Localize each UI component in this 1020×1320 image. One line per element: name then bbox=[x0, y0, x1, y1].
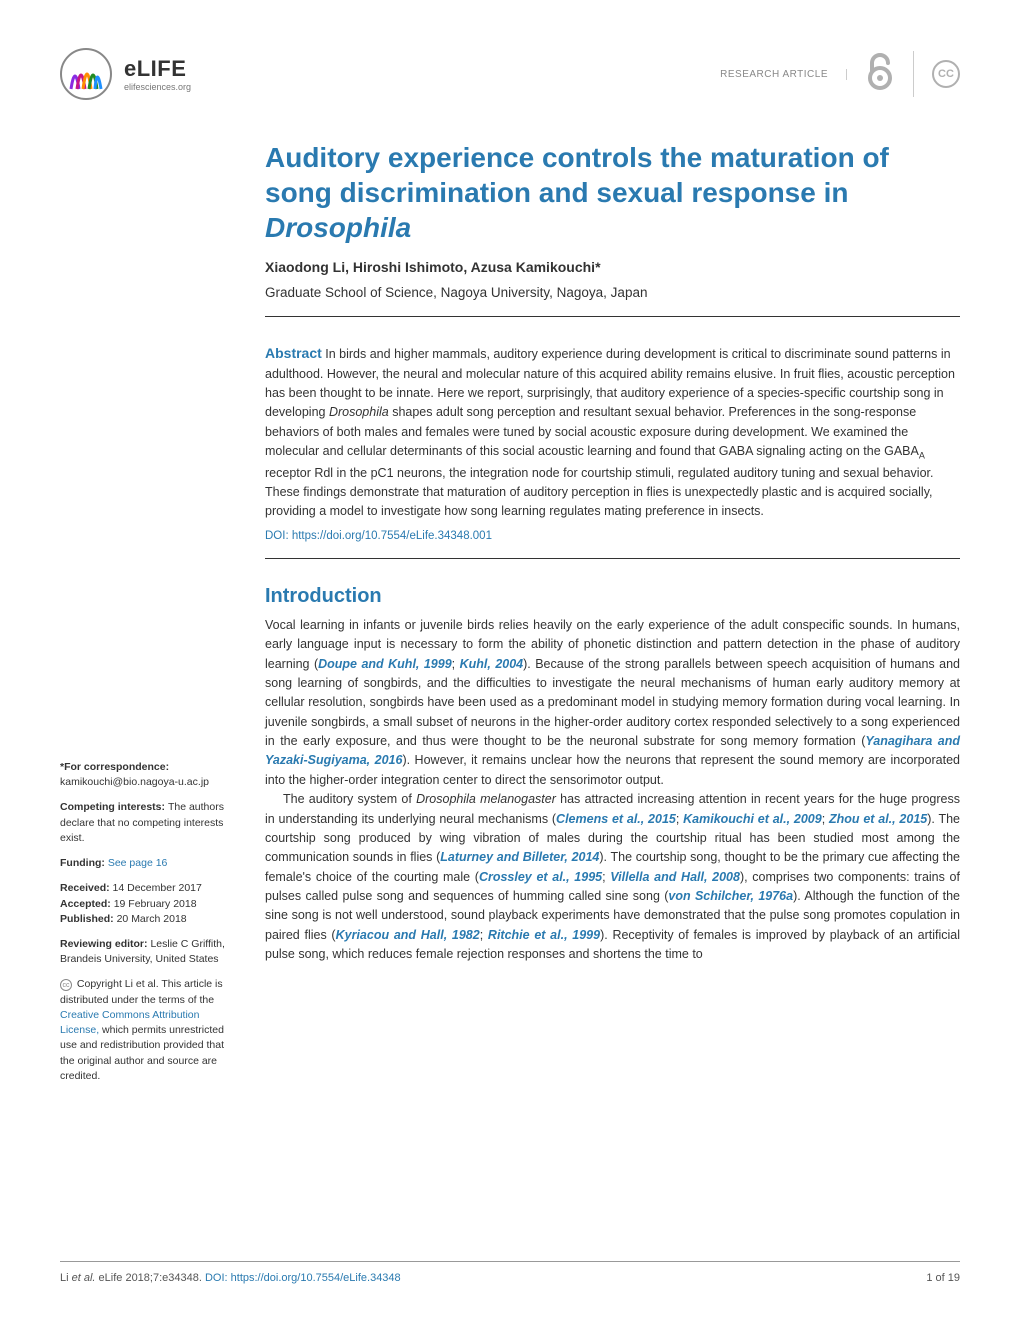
logo-text: eLIFE elifesciences.org bbox=[124, 56, 191, 92]
dates-block: Received: 14 December 2017 Accepted: 19 … bbox=[60, 881, 235, 927]
p2-species: Drosophila melanogaster bbox=[416, 792, 556, 806]
logo-block: eLIFE elifesciences.org bbox=[60, 48, 191, 100]
funding-block: Funding: See page 16 bbox=[60, 856, 235, 871]
article-type-label: RESEARCH ARTICLE bbox=[720, 69, 847, 80]
title-main: Auditory experience controls the maturat… bbox=[265, 142, 889, 208]
reviewing-label: Reviewing editor: bbox=[60, 938, 150, 950]
article-affiliation: Graduate School of Science, Nagoya Unive… bbox=[265, 285, 960, 300]
footer-page-number: 1 of 19 bbox=[926, 1272, 960, 1284]
accepted-date: 19 February 2018 bbox=[114, 898, 197, 910]
footer-citation: Li et al. eLife 2018;7:e34348. DOI: http… bbox=[60, 1272, 401, 1284]
citation-kamikouchi[interactable]: Kamikouchi et al., 2009 bbox=[683, 812, 822, 826]
citation-villella[interactable]: Villella and Hall, 2008 bbox=[610, 870, 740, 884]
p2-seg1: The auditory system of bbox=[283, 792, 416, 806]
correspondence-label: *For correspondence: bbox=[60, 761, 169, 773]
p2-sep5: ; bbox=[480, 928, 488, 942]
brand-name: eLIFE bbox=[124, 56, 191, 82]
abstract-italic-1: Drosophila bbox=[329, 405, 389, 419]
abstract-text-3: receptor Rdl in the pC1 neurons, the int… bbox=[265, 466, 933, 519]
citation-schilcher[interactable]: von Schilcher, 1976a bbox=[668, 889, 793, 903]
abstract-block: Abstract In birds and higher mammals, au… bbox=[265, 343, 960, 522]
doi-link[interactable]: https://doi.org/10.7554/eLife.34348.001 bbox=[292, 530, 492, 542]
citation-kuhl[interactable]: Kuhl, 2004 bbox=[460, 657, 524, 671]
cc-license-icon: CC bbox=[932, 60, 960, 88]
intro-paragraph-2: The auditory system of Drosophila melano… bbox=[265, 790, 960, 964]
brand-url: elifesciences.org bbox=[124, 82, 191, 92]
doi-label: DOI: bbox=[265, 530, 292, 542]
citation-clemens[interactable]: Clemens et al., 2015 bbox=[556, 812, 676, 826]
copyright-text-1: Copyright Li et al. This article is dist… bbox=[60, 978, 223, 1005]
funding-label: Funding: bbox=[60, 857, 108, 869]
reviewing-editor-block: Reviewing editor: Leslie C Griffith, Bra… bbox=[60, 937, 235, 967]
title-italic: Drosophila bbox=[265, 212, 411, 243]
citation-kyriacou[interactable]: Kyriacou and Hall, 1982 bbox=[336, 928, 480, 942]
published-date: 20 March 2018 bbox=[117, 913, 187, 925]
footer-cite-italic: et al. bbox=[72, 1272, 96, 1284]
abstract-label: Abstract bbox=[265, 345, 322, 361]
divider-line-2 bbox=[265, 558, 960, 559]
correspondence-block: *For correspondence: kamikouchi@bio.nago… bbox=[60, 760, 235, 790]
citation-laturney[interactable]: Laturney and Billeter, 2014 bbox=[440, 850, 599, 864]
article-sidebar: *For correspondence: kamikouchi@bio.nago… bbox=[60, 140, 235, 1094]
divider-line bbox=[265, 316, 960, 317]
footer-doi-link[interactable]: https://doi.org/10.7554/eLife.34348 bbox=[231, 1272, 401, 1284]
footer-doi-label: DOI: bbox=[205, 1272, 231, 1284]
citation-crossley[interactable]: Crossley et al., 1995 bbox=[479, 870, 602, 884]
main-content: *For correspondence: kamikouchi@bio.nago… bbox=[60, 140, 960, 1094]
open-access-icon bbox=[865, 51, 914, 97]
cc-inline-icon: cc bbox=[60, 979, 72, 991]
citation-doupe[interactable]: Doupe and Kuhl, 1999 bbox=[318, 657, 452, 671]
introduction-heading: Introduction bbox=[265, 585, 960, 608]
received-label: Received: bbox=[60, 882, 113, 894]
citation-ritchie[interactable]: Ritchie et al., 1999 bbox=[488, 928, 600, 942]
page-header: eLIFE elifesciences.org RESEARCH ARTICLE… bbox=[60, 48, 960, 100]
accepted-label: Accepted: bbox=[60, 898, 114, 910]
copyright-block: cc Copyright Li et al. This article is d… bbox=[60, 977, 235, 1084]
header-right: RESEARCH ARTICLE CC bbox=[720, 51, 960, 97]
article-title: Auditory experience controls the maturat… bbox=[265, 140, 960, 245]
introduction-text: Vocal learning in infants or juvenile bi… bbox=[265, 616, 960, 965]
p2-sep3: ; bbox=[822, 812, 829, 826]
article-authors: Xiaodong Li, Hiroshi Ishimoto, Azusa Kam… bbox=[265, 259, 960, 275]
doi-line: DOI: https://doi.org/10.7554/eLife.34348… bbox=[265, 530, 960, 542]
abstract-subscript: A bbox=[919, 451, 925, 461]
funding-link[interactable]: See page 16 bbox=[108, 857, 168, 869]
footer-cite-text: eLife 2018;7:e34348. bbox=[95, 1272, 204, 1284]
competing-interests-block: Competing interests: The authors declare… bbox=[60, 800, 235, 846]
intro-paragraph-1: Vocal learning in infants or juvenile bi… bbox=[265, 616, 960, 790]
page-footer: Li et al. eLife 2018;7:e34348. DOI: http… bbox=[60, 1261, 960, 1284]
received-date: 14 December 2017 bbox=[113, 882, 202, 894]
elife-logo-icon bbox=[60, 48, 112, 100]
correspondence-email: kamikouchi@bio.nagoya-u.ac.jp bbox=[60, 776, 209, 788]
p1-sep1: ; bbox=[452, 657, 460, 671]
article-body: Auditory experience controls the maturat… bbox=[265, 140, 960, 1094]
competing-label: Competing interests: bbox=[60, 801, 168, 813]
published-label: Published: bbox=[60, 913, 117, 925]
footer-cite-prefix: Li bbox=[60, 1272, 72, 1284]
citation-zhou[interactable]: Zhou et al., 2015 bbox=[829, 812, 927, 826]
